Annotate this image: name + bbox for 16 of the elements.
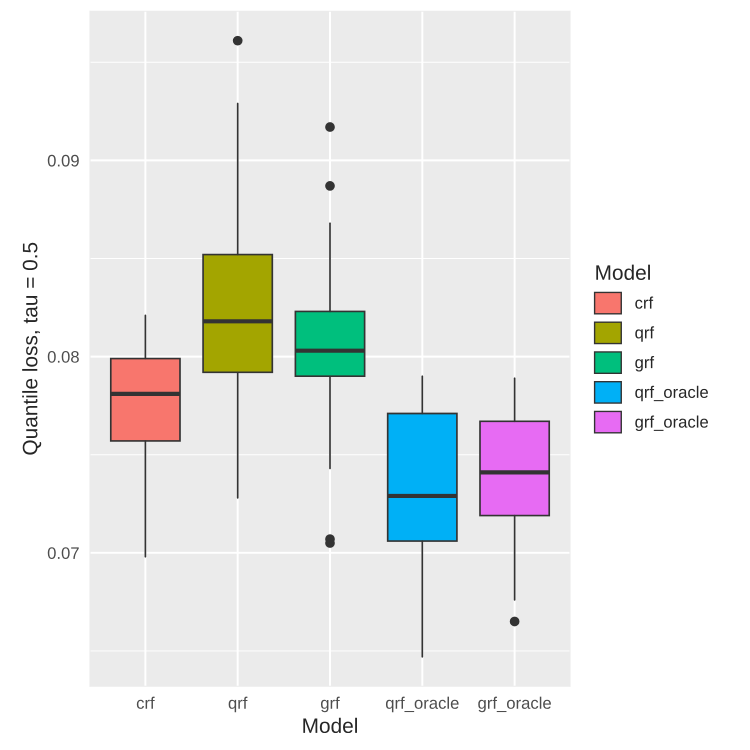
x-tick-label: qrf_oracle [386,696,459,712]
y-tick-label: 0.09 [48,154,79,167]
legend-label: crf [635,296,654,309]
y-tick-label: 0.07 [48,547,79,560]
legend-title: Model [596,264,650,280]
y-tick-label: 0.08 [48,351,79,363]
x-axis-title: Model [303,718,357,734]
legend-label: grf [635,356,654,372]
x-tick-label: qrf [228,696,248,712]
legend-label: qrf [635,326,654,342]
legend-label: qrf_oracle [635,386,708,402]
x-tick-label: grf_oracle [478,696,551,712]
x-tick-label: crf [136,696,155,709]
x-tick-label: grf [320,696,340,712]
legend-label: grf_oracle [635,416,708,432]
y-axis-title: Quantile loss, tau = 0.5 [22,242,42,455]
